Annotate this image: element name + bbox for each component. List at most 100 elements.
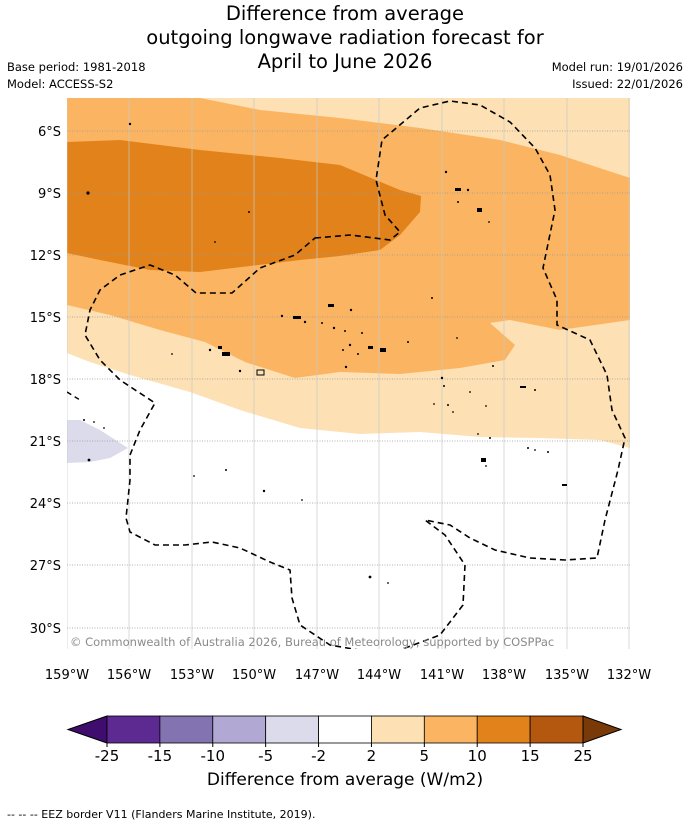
colorbar-segment xyxy=(529,715,584,744)
island-dot xyxy=(527,447,529,449)
island-dot xyxy=(452,411,454,413)
island-dot xyxy=(328,304,334,307)
colorbar-tick-label: 10 xyxy=(468,747,487,765)
island-dot xyxy=(262,489,266,493)
island-dot xyxy=(407,341,409,343)
island-atoll xyxy=(256,369,265,376)
lon-label: 147°W xyxy=(295,668,339,683)
lat-label: 27°S xyxy=(30,559,61,574)
title-line-1: Difference from average xyxy=(225,2,465,25)
colorbar-segment xyxy=(106,715,161,744)
colorbar-tick-label: 5 xyxy=(420,747,430,765)
colorbar-segment xyxy=(265,715,319,744)
island-dot xyxy=(83,419,85,421)
island-dot xyxy=(293,316,301,319)
colorbar-segment xyxy=(318,715,372,744)
island-dot xyxy=(368,346,373,349)
island-dot xyxy=(489,437,491,439)
island-dot xyxy=(222,352,230,356)
gridlines xyxy=(67,98,630,649)
island-dot xyxy=(477,208,482,212)
island-dot xyxy=(86,191,90,195)
island-dot xyxy=(444,170,448,174)
island-dot xyxy=(361,332,363,334)
island-dot xyxy=(344,330,346,332)
island-dot xyxy=(93,421,95,423)
title-line-2: outgoing longwave radiation forecast for xyxy=(146,26,544,49)
lon-label: 156°W xyxy=(107,668,151,683)
island-dot xyxy=(357,353,359,355)
island-dot xyxy=(238,369,242,373)
colorbar-label: Difference from average (W/m2) xyxy=(206,770,484,790)
island-dot xyxy=(225,469,227,471)
model-run: Model run: 19/01/2026 xyxy=(551,60,683,74)
island-dot xyxy=(456,337,458,339)
colorbar-segment xyxy=(212,715,267,744)
chart-title: Difference from average outgoing longwav… xyxy=(0,2,690,74)
island-dot xyxy=(380,348,386,352)
island-dot xyxy=(481,458,486,462)
island-dot xyxy=(301,499,303,501)
lat-label: 21°S xyxy=(30,435,61,450)
colorbar-tick-label: -2 xyxy=(311,747,326,765)
colorbar-tick-label: 2 xyxy=(367,747,377,765)
model-name: Model: ACCESS-S2 xyxy=(7,77,114,91)
island-dot xyxy=(387,582,389,584)
lat-label: 6°S xyxy=(38,125,61,140)
copyright-notice: © Commonwealth of Australia 2026, Bureau… xyxy=(70,635,554,649)
island-dot xyxy=(193,475,195,477)
island-dot xyxy=(349,308,353,312)
island-dot xyxy=(455,188,461,191)
island-dot xyxy=(488,221,490,223)
lat-label: 30°S xyxy=(30,622,61,637)
island-dot xyxy=(520,386,526,388)
lon-label: 144°W xyxy=(357,668,401,683)
island-dot xyxy=(214,241,216,243)
island-dot xyxy=(368,575,372,579)
latitude-labels: 6°S 9°S 12°S 15°S 18°S 21°S 24°S 27°S 30… xyxy=(30,125,61,637)
island-dot xyxy=(218,346,222,349)
colorbar-tick-label: -15 xyxy=(148,747,173,765)
lon-label: 141°W xyxy=(420,668,464,683)
island-dot xyxy=(171,353,173,355)
island-dot xyxy=(303,320,307,324)
colorbar-tick-label: 25 xyxy=(573,747,592,765)
island-dot xyxy=(431,297,433,299)
island-dot xyxy=(280,314,284,318)
island-dot xyxy=(469,391,471,393)
lon-label: 135°W xyxy=(545,668,589,683)
island-dot xyxy=(443,385,445,387)
island-dot xyxy=(440,376,444,380)
colorbar-segment xyxy=(476,715,531,744)
island-dot xyxy=(208,348,212,352)
lat-label: 12°S xyxy=(30,249,61,264)
island-dot xyxy=(457,201,459,203)
island-dot xyxy=(492,365,494,367)
island-dot xyxy=(87,458,91,462)
eez-border-kiribati-fragment xyxy=(67,391,81,401)
anomaly-neg-2-to-neg-5-region xyxy=(67,420,128,463)
island-dot xyxy=(103,427,105,429)
colorbar-tick-label: -25 xyxy=(95,747,120,765)
island-dot xyxy=(348,343,352,347)
colorbar-tick-label: -10 xyxy=(201,747,226,765)
island-dot xyxy=(485,465,487,467)
island-dot xyxy=(534,449,536,451)
island-dot xyxy=(547,451,549,453)
colorbar-tick-label: 15 xyxy=(521,747,540,765)
island-dot xyxy=(534,389,536,391)
colorbar-segment xyxy=(159,715,214,744)
island-dot xyxy=(466,188,470,192)
colorbar-segment xyxy=(371,715,425,744)
island-dot xyxy=(477,433,479,435)
colorbar-extend-high xyxy=(582,715,623,744)
colorbar: -25 -15 -10 -5 -2 2 5 10 15 25 xyxy=(66,715,623,765)
base-period: Base period: 1981-2018 xyxy=(7,60,146,74)
lon-label: 138°W xyxy=(482,668,526,683)
base-info: Base period: 1981-2018 Model: ACCESS-S2 xyxy=(7,59,146,93)
colorbar-tick-label: -5 xyxy=(258,747,273,765)
lon-label: 132°W xyxy=(607,668,651,683)
islands xyxy=(83,122,567,584)
colorbar-extend-low xyxy=(66,715,108,744)
